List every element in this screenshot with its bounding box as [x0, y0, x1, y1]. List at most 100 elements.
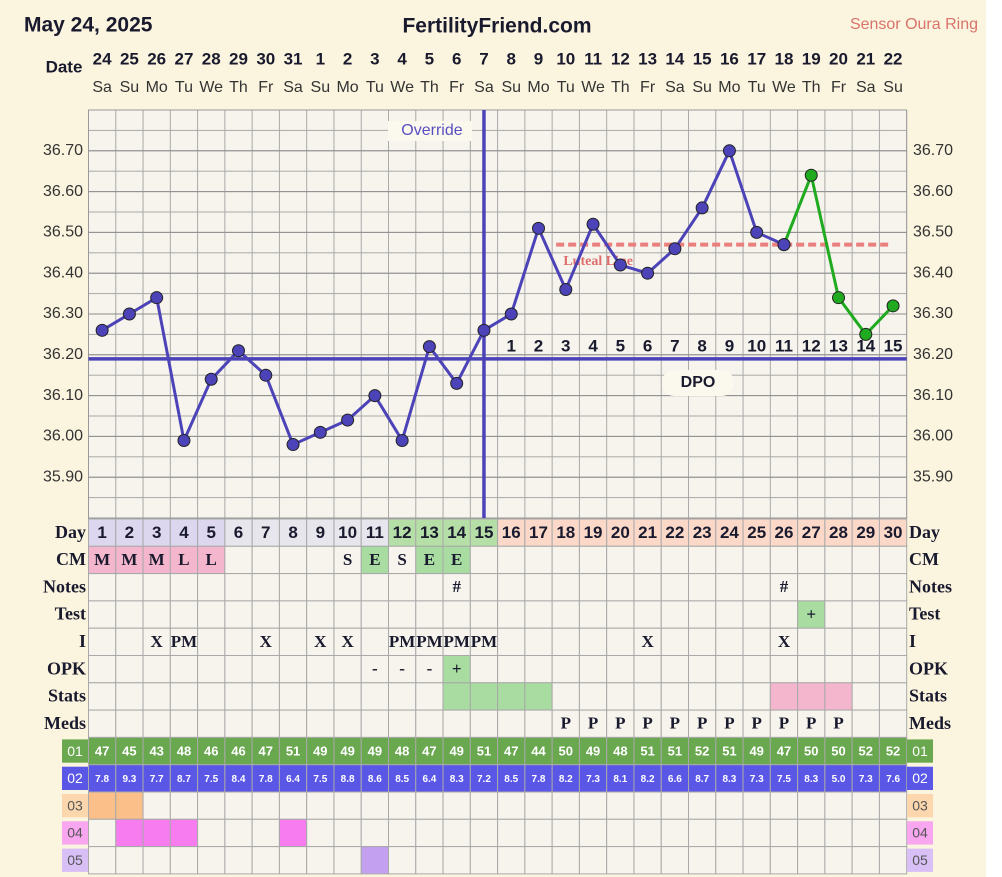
date-label: 12: [611, 49, 630, 68]
table-cell: [278, 846, 308, 875]
cell-text: 8.7: [177, 774, 191, 785]
table-cell: [524, 518, 553, 547]
row-label: CM: [56, 549, 86, 569]
row-label-box: [62, 848, 88, 872]
table-cell: [224, 545, 253, 575]
table-cell: [333, 846, 362, 875]
weekday-label: Mo: [336, 79, 358, 96]
dpo-number: 2: [534, 336, 543, 355]
table-cell: [769, 655, 799, 684]
cell-text: M: [149, 550, 165, 569]
cell-text: PM: [416, 632, 442, 651]
table-cell: [469, 600, 499, 629]
cell-text: S: [343, 550, 352, 569]
table-cell: [660, 709, 690, 738]
cell-text: 51: [722, 743, 736, 758]
table-cell: [878, 736, 908, 766]
temp-point: [232, 344, 246, 358]
cell-text: 49: [368, 743, 382, 758]
table-cell: [497, 682, 526, 711]
table-cell: [442, 627, 471, 657]
row-label: OPK: [47, 658, 86, 678]
row-label: 02: [67, 770, 83, 786]
table-cell: [306, 846, 335, 875]
temp-point: [722, 144, 736, 158]
cell-text: 7.8: [532, 774, 546, 785]
table-cell: [578, 573, 608, 602]
sensor-label: Sensor Oura Ring: [850, 16, 978, 33]
table-cell: [769, 791, 799, 820]
table-cell: [769, 736, 799, 766]
table-cell: [660, 573, 690, 602]
y-tick-label: 36.20: [43, 346, 83, 363]
table-cell: [497, 818, 526, 848]
table-cell: [278, 764, 308, 793]
table-cell: [442, 655, 471, 684]
cell-text: 51: [286, 743, 300, 758]
override-label: Override: [401, 122, 462, 139]
table-cell: [824, 818, 853, 848]
cell-text: 8.2: [559, 774, 573, 785]
date-label: 31: [284, 49, 303, 68]
table-cell: [142, 764, 171, 793]
cell-text: 19: [584, 523, 603, 542]
table-cell: [878, 545, 908, 575]
table-cell: [360, 846, 390, 875]
table-cell: [197, 600, 226, 629]
cell-text: 49: [313, 743, 327, 758]
date-label: 3: [370, 49, 379, 68]
table-cell: [333, 655, 362, 684]
table-cell: [88, 791, 117, 820]
table-cell: [524, 709, 553, 738]
table-cell: [360, 600, 390, 629]
table-cell: [660, 600, 690, 629]
table-cell: [251, 573, 280, 602]
weekday-label: Sa: [856, 79, 876, 96]
y-tick-label: 36.10: [43, 387, 83, 404]
table-cell: [415, 518, 444, 547]
table-cell: [551, 709, 580, 738]
cell-text: 27: [802, 523, 821, 542]
table-cell: [742, 600, 771, 629]
cell-text: PM: [443, 632, 469, 651]
row-label-box: [62, 821, 88, 845]
table-cell: [142, 600, 171, 629]
cell-text: 3: [152, 523, 161, 542]
cell-text: 10: [338, 523, 357, 542]
dpo-number: 10: [747, 336, 766, 355]
row-label-right: Meds: [909, 713, 951, 733]
date-label: 17: [747, 49, 766, 68]
temp-point: [286, 438, 300, 452]
table-cell: [524, 627, 553, 657]
cell-text: 7.5: [204, 774, 218, 785]
cell-text: X: [260, 632, 273, 651]
table-cell: [715, 545, 744, 575]
table-cell: [224, 600, 253, 629]
table-cell: [333, 709, 362, 738]
weekday-label: Mo: [527, 79, 549, 96]
table-cell: [824, 682, 853, 711]
table-cell: [251, 709, 280, 738]
cell-text: 5: [206, 523, 215, 542]
table-cell: [115, 764, 144, 793]
cell-text: 8.3: [722, 774, 736, 785]
cell-text: 7.3: [750, 774, 764, 785]
table-cell: [142, 655, 171, 684]
temp-point: [804, 168, 818, 182]
cell-text: 23: [693, 523, 712, 542]
weekday-label: Tu: [748, 79, 766, 96]
table-cell: [197, 682, 226, 711]
table-cell: [824, 573, 853, 602]
dpo-label: DPO: [681, 374, 716, 391]
cell-text: 48: [395, 743, 409, 758]
table-cell: [88, 627, 117, 657]
table-cell: [278, 709, 308, 738]
table-cell: [606, 573, 635, 602]
cell-text: -: [427, 659, 433, 678]
cell-text: P: [779, 714, 789, 733]
table-cell: [197, 573, 226, 602]
table-cell: [688, 709, 717, 738]
table-cell: [660, 818, 690, 848]
cell-text: 8.3: [804, 774, 818, 785]
cell-text: 7.8: [259, 774, 273, 785]
